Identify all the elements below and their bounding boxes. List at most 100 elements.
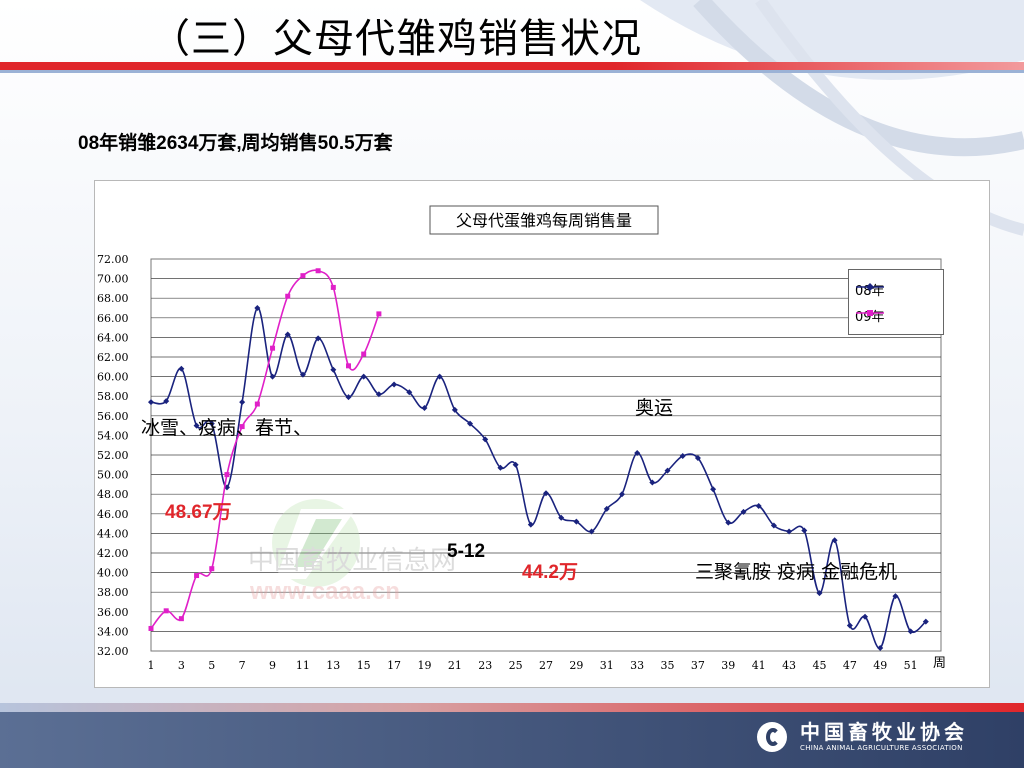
- y-tick-label: 62.00: [97, 351, 129, 364]
- data-point-09: [148, 625, 154, 631]
- y-tick-label: 40.00: [97, 567, 129, 580]
- data-point-08: [907, 628, 914, 635]
- data-point-08: [239, 399, 246, 406]
- association-logo-icon: [757, 722, 787, 752]
- data-point-08: [299, 371, 306, 378]
- data-point-09: [163, 608, 169, 614]
- data-point-08: [862, 613, 869, 620]
- x-tick-label: 9: [269, 659, 276, 672]
- y-tick-label: 70.00: [97, 273, 129, 286]
- data-point-08: [193, 422, 200, 429]
- x-tick-label: 27: [539, 659, 553, 672]
- x-tick-label: 29: [569, 659, 583, 672]
- weekly-sales-chart: 父母代蛋雏鸡每周销售量 72.00 70.00 68.00 66.00 64.00 62.0…: [97, 205, 946, 672]
- annotation-disease-spring: 冰雪、疫病、春节、: [141, 417, 313, 439]
- data-point-08: [634, 450, 641, 457]
- legend-item-08: 08年: [855, 280, 885, 299]
- data-point-08: [831, 537, 838, 544]
- data-point-08: [360, 373, 367, 380]
- annotation-low-value-2: 44.2万: [522, 562, 578, 583]
- data-point-09: [285, 293, 291, 299]
- data-point-08: [436, 373, 443, 380]
- data-point-09: [194, 573, 200, 579]
- x-tick-label: 41: [752, 659, 766, 672]
- y-tick-label: 52.00: [97, 449, 129, 462]
- y-tick-label: 54.00: [97, 429, 129, 442]
- data-point-08: [482, 436, 489, 443]
- footer-accent-bar: [0, 703, 1024, 712]
- x-tick-label: 5: [208, 659, 215, 672]
- y-tick-label: 44.00: [97, 527, 129, 540]
- y-tick-label: 56.00: [97, 410, 129, 423]
- data-point-09: [315, 268, 321, 274]
- series-line-09: [150, 269, 380, 629]
- x-tick-label: 35: [661, 659, 675, 672]
- watermark-url: www.caaa.cn: [249, 578, 400, 605]
- data-point-09: [300, 273, 306, 279]
- data-point-09: [239, 424, 245, 430]
- watermark-logo: 中国畜牧业信息网 www.caaa.cn: [248, 499, 456, 605]
- data-point-08: [375, 391, 382, 398]
- data-point-08: [391, 381, 398, 388]
- y-tick-label: 50.00: [97, 469, 129, 482]
- data-point-08: [922, 618, 929, 625]
- data-point-08: [178, 365, 185, 372]
- annotation-crisis: 三聚氰胺 疫病 金融危机: [695, 561, 898, 583]
- y-tick-label: 72.00: [97, 253, 129, 266]
- data-point-09: [330, 284, 336, 290]
- y-tick-label: 64.00: [97, 331, 129, 344]
- data-point-08: [315, 335, 322, 342]
- data-point-08: [725, 519, 732, 526]
- x-tick-label: 13: [326, 659, 340, 672]
- data-point-09: [376, 311, 382, 317]
- data-point-09: [178, 616, 184, 622]
- y-tick-label: 42.00: [97, 547, 129, 560]
- y-tick-label: 66.00: [97, 312, 129, 325]
- y-tick-label: 36.00: [97, 606, 129, 619]
- data-point-08: [421, 404, 428, 411]
- data-point-08: [649, 479, 656, 486]
- y-tick-label: 48.00: [97, 488, 129, 501]
- x-tick-label: 7: [239, 659, 246, 672]
- data-point-08: [710, 486, 717, 493]
- data-point-08: [406, 389, 413, 396]
- title-underline-red: [0, 62, 1024, 70]
- x-tick-label: 45: [812, 659, 826, 672]
- x-tick-label: 37: [691, 659, 705, 672]
- data-point-08: [573, 518, 580, 525]
- x-tick-label: 11: [296, 659, 310, 672]
- slide-subtitle: 08年销雏2634万套,周均销售50.5万套: [78, 133, 393, 154]
- annotation-olympics: 奥运: [635, 397, 674, 419]
- y-tick-label: 46.00: [97, 508, 129, 521]
- data-point-08: [163, 398, 170, 405]
- data-point-09: [224, 472, 230, 478]
- legend-swatch-08: [856, 283, 884, 291]
- x-tick-label: 51: [904, 659, 918, 672]
- x-tick-label: 49: [873, 659, 887, 672]
- data-point-09: [270, 345, 276, 351]
- annotation-low-value-1: 48.67万: [165, 502, 232, 523]
- data-point-08: [892, 593, 899, 600]
- data-point-08: [740, 508, 747, 515]
- data-point-08: [846, 622, 853, 629]
- y-tick-label: 34.00: [97, 625, 129, 638]
- data-point-08: [269, 373, 276, 380]
- x-axis-label: 周: [933, 656, 946, 671]
- data-point-08: [208, 420, 215, 427]
- data-point-08: [801, 527, 808, 534]
- y-tick-label: 68.00: [97, 292, 129, 305]
- data-point-08: [603, 505, 610, 512]
- y-tick-label: 38.00: [97, 586, 129, 599]
- x-tick-label: 19: [417, 659, 431, 672]
- y-tick-label: 58.00: [97, 390, 129, 403]
- x-tick-label: 21: [448, 659, 462, 672]
- y-tick-label: 60.00: [97, 371, 129, 384]
- data-point-08: [330, 366, 337, 373]
- data-point-08: [618, 491, 625, 498]
- footer-org-name-en: CHINA ANIMAL AGRICULTURE ASSOCIATION: [800, 744, 963, 752]
- data-point-08: [877, 645, 884, 652]
- data-point-08: [588, 528, 595, 535]
- data-point-08: [284, 331, 291, 338]
- footer-org-name: 中国畜牧业协会: [800, 720, 968, 744]
- data-point-08: [664, 467, 671, 474]
